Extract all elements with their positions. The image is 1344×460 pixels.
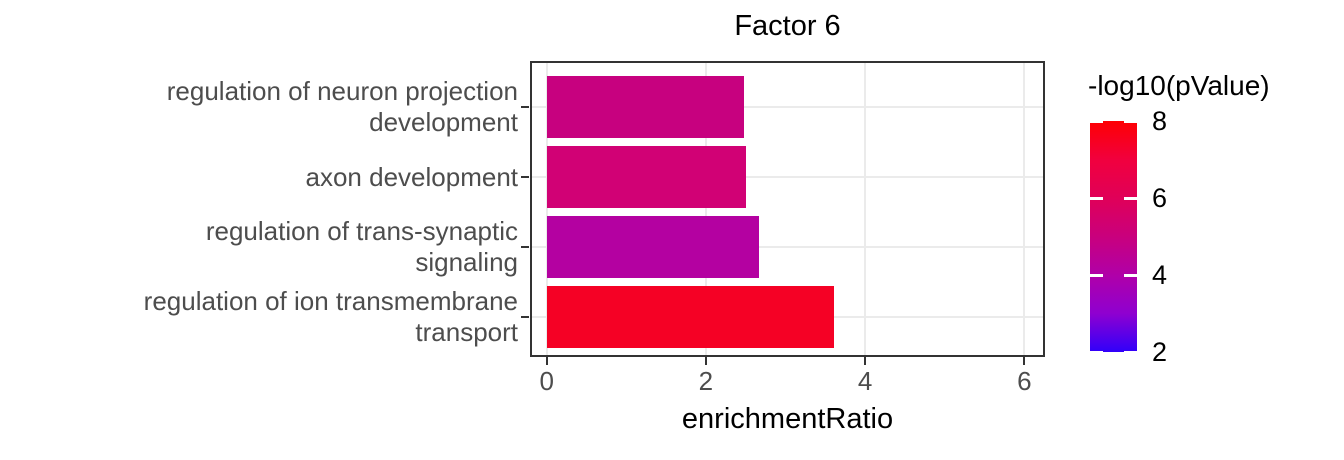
gridline-vertical <box>1023 63 1026 355</box>
colorbar-tick <box>1124 351 1137 352</box>
colorbar-gradient <box>1090 121 1137 352</box>
x-axis-tick <box>1023 357 1026 365</box>
gridline-horizontal <box>532 246 1043 248</box>
colorbar-tick <box>1090 121 1103 123</box>
colorbar-label: 6 <box>1152 183 1168 213</box>
x-axis-label: 0 <box>539 366 554 396</box>
x-axis-label: 6 <box>1017 366 1032 396</box>
x-axis-label: 4 <box>857 366 873 396</box>
legend-title: -log10(pValue) <box>1088 70 1270 101</box>
colorbar-tick <box>1090 274 1103 278</box>
gridline-horizontal <box>532 176 1043 178</box>
x-axis-tick <box>545 357 548 365</box>
x-axis-title: enrichmentRatio <box>681 403 894 435</box>
bar <box>546 216 760 278</box>
y-axis-tick <box>521 316 529 318</box>
colorbar-tick <box>1090 351 1103 352</box>
colorbar-tick <box>1090 196 1103 200</box>
gridline-vertical <box>864 63 867 355</box>
gridline-vertical <box>545 63 548 355</box>
colorbar-label: 8 <box>1152 106 1168 136</box>
y-axis-tick <box>521 176 529 178</box>
colorbar-label: 2 <box>1152 337 1168 367</box>
bar <box>546 286 835 348</box>
y-axis-label: regulation of trans-synaptic signaling <box>205 216 518 277</box>
colorbar-tick <box>1124 121 1137 123</box>
y-axis-label: axon development <box>305 161 518 192</box>
bar <box>546 76 745 138</box>
bar <box>546 146 746 208</box>
colorbar-tick <box>1124 274 1137 278</box>
y-axis-tick <box>521 246 529 248</box>
y-axis-label: regulation of neuron projection developme… <box>166 76 518 137</box>
gridline-vertical <box>704 63 707 355</box>
chart-title: Factor 6 <box>734 10 841 42</box>
x-axis-tick <box>704 357 707 365</box>
plot-panel <box>530 61 1045 357</box>
gridline-horizontal <box>532 106 1043 108</box>
x-axis-tick <box>864 357 867 365</box>
colorbar-label: 4 <box>1152 260 1168 290</box>
colorbar-tick <box>1124 196 1137 200</box>
y-axis-tick <box>521 106 529 108</box>
x-axis-label: 2 <box>698 366 714 396</box>
y-axis-label: regulation of ion transmembrane transport <box>143 286 518 347</box>
